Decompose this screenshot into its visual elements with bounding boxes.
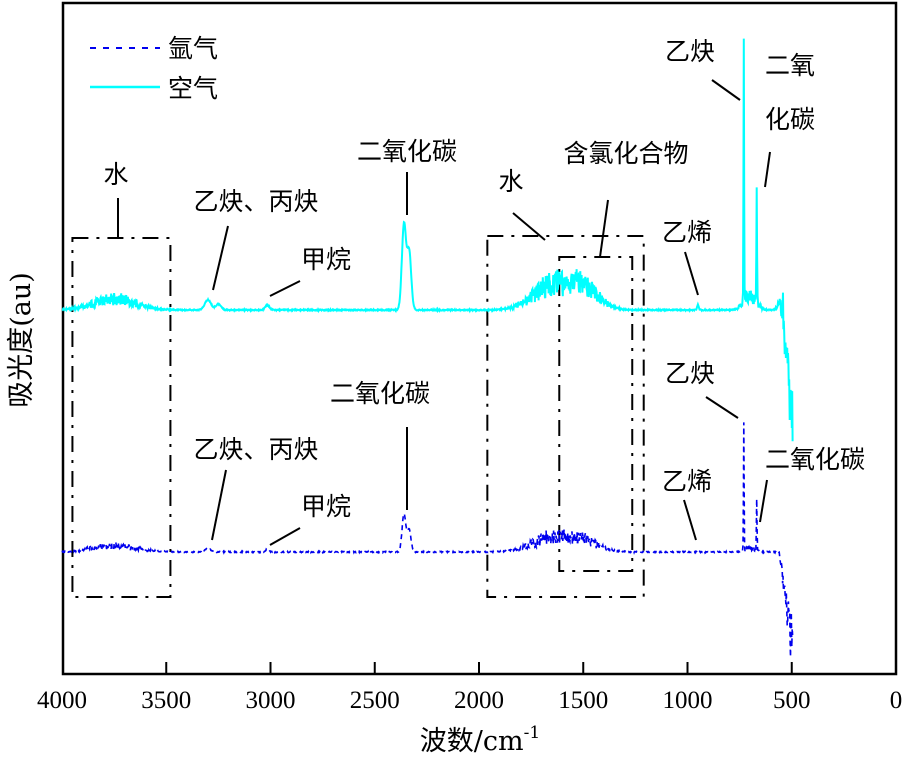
region-box <box>71 237 172 598</box>
x-tick-label: 500 <box>773 687 811 714</box>
peak-annotation: 水 <box>498 167 523 196</box>
peak-annotation: 乙炔、丙炔 <box>193 435 318 464</box>
legend-argon-label: 氩气 <box>168 34 218 63</box>
x-tick-label: 4000 <box>37 687 87 714</box>
peak-annotation: 乙炔、丙炔 <box>193 187 318 216</box>
annotation-leader-line <box>683 499 697 541</box>
spectrum-series <box>61 38 794 658</box>
peak-annotation: 乙炔 <box>665 359 715 388</box>
legend-air-label: 空气 <box>168 74 218 103</box>
x-tick-label: 3500 <box>141 687 191 714</box>
x-axis-title: 波数/cm-1 <box>420 723 540 757</box>
peak-annotation: 二氧化碳 <box>765 445 865 474</box>
x-axis-ticks: 4000 3500 3000 2500 2000 1500 1000 500 0 <box>37 662 902 714</box>
peak-annotation: 乙烯 <box>662 467 712 496</box>
annotation-leader-line <box>269 280 301 297</box>
region-boxes <box>71 235 645 598</box>
annotation-leader-line <box>512 212 546 241</box>
peak-annotation: 乙烯 <box>662 218 712 247</box>
x-tick-label: 2000 <box>454 687 504 714</box>
annotation-leader-line <box>599 199 609 258</box>
annotation-leader-line <box>269 527 301 546</box>
annotation-leader-line <box>212 225 229 291</box>
x-tick-label: 2500 <box>350 687 400 714</box>
peak-annotation: 含氯化合物 <box>563 139 688 168</box>
peak-annotation: 乙炔 <box>665 37 715 66</box>
region-box <box>558 256 634 572</box>
peak-annotation: 水 <box>103 160 128 189</box>
peak-annotation: 二氧化碳 <box>357 137 457 166</box>
annotation-leaders <box>117 79 771 546</box>
annotation-leader-line <box>684 251 699 296</box>
x-tick-label: 0 <box>890 687 903 714</box>
x-tick-label: 3000 <box>246 687 296 714</box>
x-tick-label: 1000 <box>663 687 713 714</box>
x-tick-label: 1500 <box>558 687 608 714</box>
peak-annotation: 二氧化碳 <box>330 379 430 408</box>
peak-annotation: 甲烷 <box>301 492 351 521</box>
argon-spectrum-line <box>61 422 794 658</box>
region-box <box>486 235 645 598</box>
peak-annotation: 化碳 <box>765 105 815 134</box>
peak-annotation: 甲烷 <box>301 245 351 274</box>
annotation-leader-line <box>711 79 741 101</box>
air-spectrum-line <box>61 38 794 442</box>
annotation-leader-line <box>705 396 739 419</box>
legend: 氩气 空气 <box>90 34 218 103</box>
plot-frame <box>61 1 898 676</box>
y-axis-title: 吸光度(au) <box>6 272 37 408</box>
annotation-leader-line <box>759 479 768 523</box>
annotation-leader-line <box>764 151 771 188</box>
annotation-leader-line <box>211 469 227 541</box>
peak-annotation: 二氧 <box>765 51 815 80</box>
